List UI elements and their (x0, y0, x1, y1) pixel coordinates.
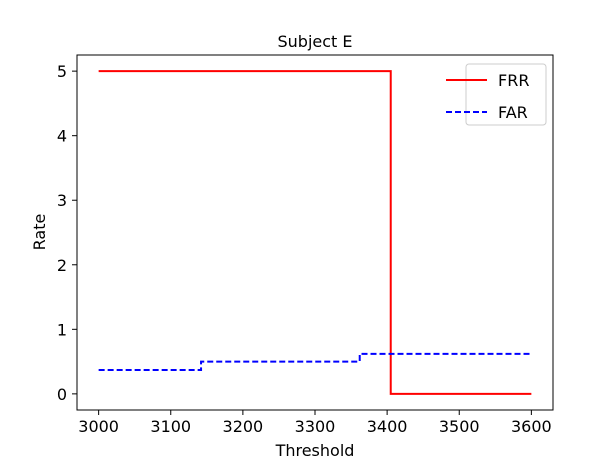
y-axis-ticks: 0 1 2 3 4 5 (57, 62, 77, 404)
series-line-far (98, 352, 532, 371)
y-tick-label: 1 (57, 320, 67, 339)
y-tick-label: 2 (57, 256, 67, 275)
series-line-frr (98, 70, 532, 395)
x-tick-label: 3200 (223, 417, 264, 436)
x-tick-label: 3400 (367, 417, 408, 436)
x-tick-label: 3500 (439, 417, 480, 436)
y-axis-label: Rate (30, 214, 49, 251)
y-tick-label: 0 (57, 385, 67, 404)
y-tick-label: 4 (57, 127, 67, 146)
chart-title: Subject E (277, 32, 352, 51)
x-tick-label: 3000 (78, 417, 119, 436)
x-tick-label: 3300 (295, 417, 336, 436)
legend-label-frr: FRR (498, 71, 529, 90)
x-tick-label: 3100 (150, 417, 191, 436)
legend: FRR FAR (446, 63, 547, 126)
plot-content (98, 70, 532, 395)
x-axis-ticks: 3000 3100 3200 3300 3400 3500 3600 (78, 410, 552, 436)
x-axis-label: Threshold (275, 441, 355, 460)
legend-label-far: FAR (498, 103, 528, 122)
y-tick-label: 3 (57, 191, 67, 210)
x-tick-label: 3600 (511, 417, 552, 436)
y-tick-label: 5 (57, 62, 67, 81)
